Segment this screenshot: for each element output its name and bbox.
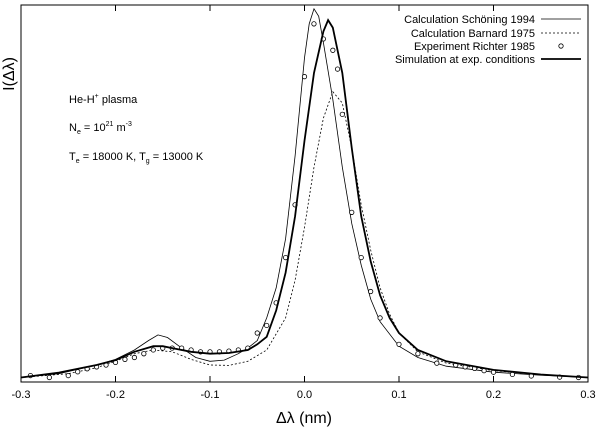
data-point: [65, 372, 71, 379]
data-point: [358, 254, 364, 261]
x-axis-label: Δλ (nm): [276, 410, 332, 427]
x-tick-label: 0.0: [297, 389, 312, 401]
annotation-temperatures: Te = 18000 K, Tg = 13000 K: [69, 151, 204, 165]
annotation-density: Ne = 1021 m-3: [69, 121, 132, 136]
data-point: [46, 374, 52, 381]
annotation-plasma: He-H+ plasma: [69, 93, 138, 106]
x-tick-group: -0.3 -0.2 -0.1 0.0 0.1 0.2 0.3: [12, 5, 596, 401]
data-point: [150, 347, 156, 353]
y-axis-label: I(Δλ): [1, 57, 18, 91]
series-line-4: [20, 18, 589, 379]
data-point: [434, 360, 440, 366]
x-tick-label: -0.3: [12, 389, 31, 401]
data-point: [334, 66, 341, 72]
data-point: [122, 356, 128, 362]
data-point: [509, 371, 516, 378]
legend-marker: [558, 43, 564, 49]
x-tick-label: -0.1: [201, 389, 220, 401]
data-point: [330, 47, 336, 53]
data-point: [377, 315, 383, 321]
data-point: [75, 369, 81, 375]
data-point: [141, 351, 147, 357]
data-point: [339, 111, 345, 117]
data-point: [131, 354, 137, 361]
x-tick-label: 0.2: [486, 389, 501, 401]
legend-label: Calculation Schöning 1994: [404, 14, 535, 26]
data-point: [264, 322, 270, 329]
series-group: [20, 7, 589, 381]
series-line-1: [20, 7, 589, 378]
legend-label: Experiment Richter 1985: [414, 41, 535, 53]
data-point: [415, 351, 421, 357]
x-tick-label: -0.2: [106, 389, 125, 401]
data-point: [254, 330, 260, 336]
series-experiment-richter: [27, 21, 582, 381]
x-tick-label: 0.1: [391, 389, 406, 401]
data-point: [368, 288, 374, 295]
legend-label: Simulation at exp. conditions: [395, 54, 536, 66]
x-tick-label: 0.3: [580, 389, 595, 401]
data-point: [349, 209, 355, 215]
legend: Calculation Schöning 1994 Calculation Bar…: [395, 14, 581, 66]
data-point: [396, 341, 402, 347]
data-point: [301, 74, 308, 80]
data-point: [311, 21, 317, 27]
legend-label: Calculation Barnard 1975: [411, 28, 535, 40]
